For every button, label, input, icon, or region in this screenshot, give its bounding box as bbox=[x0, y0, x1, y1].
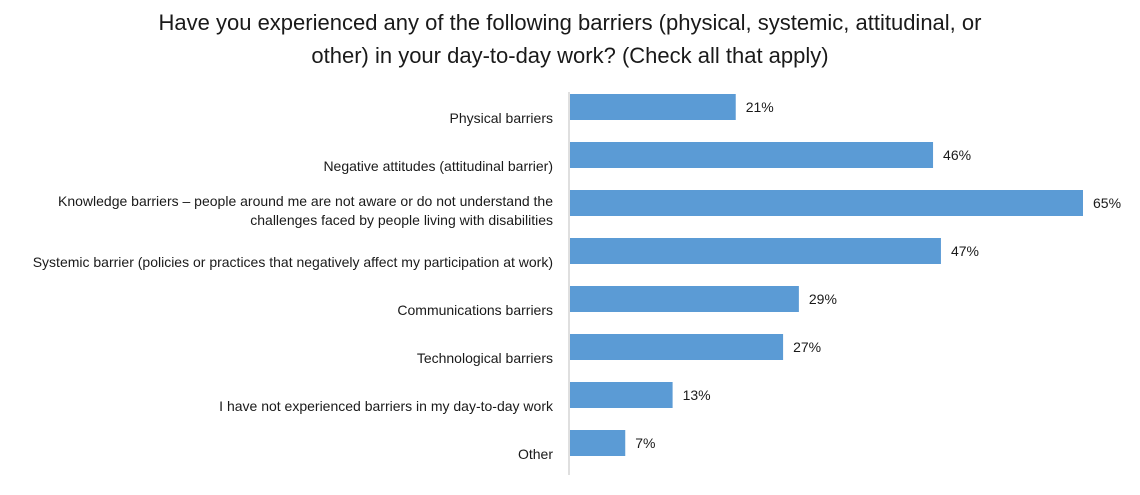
bar-4 bbox=[570, 286, 799, 312]
value-label-0: 21% bbox=[746, 99, 774, 115]
category-label-0: Physical barriers bbox=[450, 110, 553, 126]
value-label-6: 13% bbox=[683, 387, 711, 403]
chart-title-line-1: Have you experienced any of the followin… bbox=[158, 10, 982, 35]
category-label-5: Technological barriers bbox=[417, 350, 553, 366]
value-label-4: 29% bbox=[809, 291, 837, 307]
category-label-2-line-0: Knowledge barriers – people around me ar… bbox=[58, 193, 553, 209]
bar-5 bbox=[570, 334, 784, 360]
bar-2 bbox=[570, 190, 1083, 216]
category-label-1: Negative attitudes (attitudinal barrier) bbox=[323, 158, 553, 174]
category-label-6: I have not experienced barriers in my da… bbox=[219, 398, 554, 414]
bar-7 bbox=[570, 430, 626, 456]
category-label-3: Systemic barrier (policies or practices … bbox=[33, 254, 553, 270]
category-label-7: Other bbox=[518, 446, 553, 462]
value-label-5: 27% bbox=[793, 339, 821, 355]
value-label-3: 47% bbox=[951, 243, 979, 259]
bar-1 bbox=[570, 142, 934, 168]
category-label-4: Communications barriers bbox=[397, 302, 553, 318]
value-label-1: 46% bbox=[943, 147, 971, 163]
value-label-2: 65% bbox=[1093, 195, 1121, 211]
bar-6 bbox=[570, 382, 673, 408]
chart-title-line-2: other) in your day-to-day work? (Check a… bbox=[311, 43, 829, 68]
bar-3 bbox=[570, 238, 941, 264]
value-label-7: 7% bbox=[635, 435, 655, 451]
bar-0 bbox=[570, 94, 736, 120]
category-label-2-line-1: challenges faced by people living with d… bbox=[250, 212, 553, 228]
chart-title: Have you experienced any of the followin… bbox=[0, 6, 1140, 72]
